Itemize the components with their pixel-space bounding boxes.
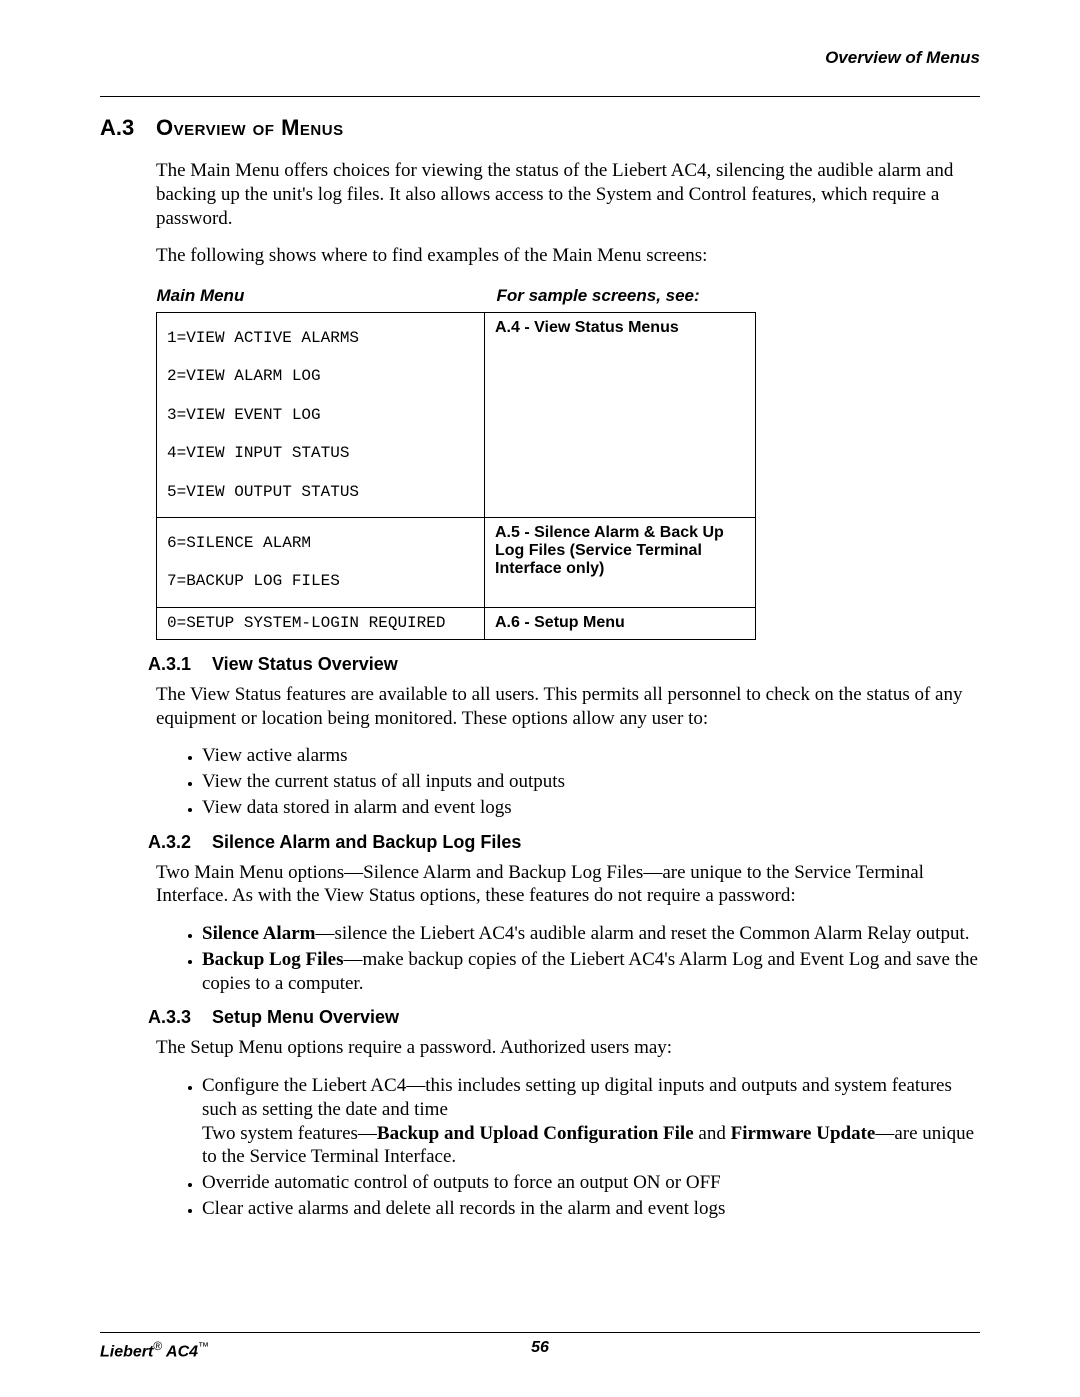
list-item: Override automatic control of outputs to… (202, 1171, 980, 1195)
menu-group-2-ref: A.5 - Silence Alarm & Back Up Log Files … (485, 517, 756, 607)
menu-item: 3=VIEW EVENT LOG (167, 396, 474, 434)
subsection-body: The Setup Menu options require a passwor… (156, 1036, 980, 1220)
menu-group-1: 1=VIEW ACTIVE ALARMS 2=VIEW ALARM LOG 3=… (157, 313, 485, 518)
subsection-title: Setup Menu Overview (212, 1007, 399, 1028)
table-header-right: For sample screens, see: (485, 282, 756, 313)
top-rule (100, 96, 980, 97)
subsection-heading: A.3.3 Setup Menu Overview (156, 1007, 980, 1028)
bold-term: Backup and Upload Configuration File (377, 1123, 694, 1144)
paragraph: Two Main Menu options—Silence Alarm and … (156, 861, 980, 909)
text: Configure the Liebert AC4—this includes … (202, 1075, 952, 1120)
bold-term: Silence Alarm (202, 923, 315, 944)
page-footer: Liebert® AC4™ 56 (100, 1332, 980, 1361)
subsection-heading: A.3.1 View Status Overview (156, 654, 980, 675)
section-title: Overview of Menus (156, 115, 344, 141)
section-heading: A.3 Overview of Menus (100, 115, 980, 141)
table-header-left: Main Menu (157, 282, 485, 313)
menu-item: 4=VIEW INPUT STATUS (167, 434, 474, 472)
subsection-title: Silence Alarm and Backup Log Files (212, 832, 521, 853)
menu-group-3: 0=SETUP SYSTEM-LOGIN REQUIRED (157, 607, 485, 639)
subsection-title: View Status Overview (212, 654, 398, 675)
menu-item: 1=VIEW ACTIVE ALARMS (167, 319, 474, 357)
text: —silence the Liebert AC4's audible alarm… (315, 923, 969, 944)
list-item: Silence Alarm—silence the Liebert AC4's … (202, 922, 980, 946)
intro-paragraph-2: The following shows where to find exampl… (156, 244, 980, 268)
list-item: View the current status of all inputs an… (202, 770, 980, 794)
subsection-heading: A.3.2 Silence Alarm and Backup Log Files (156, 832, 980, 853)
bullet-list: Configure the Liebert AC4—this includes … (156, 1074, 980, 1221)
page: Overview of Menus A.3 Overview of Menus … (0, 0, 1080, 1397)
subsection-body: The View Status features are available t… (156, 683, 980, 820)
menu-group-1-ref: A.4 - View Status Menus (485, 313, 756, 518)
running-head: Overview of Menus (100, 48, 980, 68)
list-item: Clear active alarms and delete all recor… (202, 1197, 980, 1221)
bullet-list: Silence Alarm—silence the Liebert AC4's … (156, 922, 980, 995)
bold-term: Backup Log Files (202, 949, 343, 970)
menu-group-2: 6=SILENCE ALARM 7=BACKUP LOG FILES (157, 517, 485, 607)
paragraph: The View Status features are available t… (156, 683, 980, 731)
menu-item: 7=BACKUP LOG FILES (167, 562, 474, 600)
paragraph: The Setup Menu options require a passwor… (156, 1036, 980, 1060)
list-item: Backup Log Files—make backup copies of t… (202, 948, 980, 996)
subsection-body: Two Main Menu options—Silence Alarm and … (156, 861, 980, 996)
list-item: View active alarms (202, 744, 980, 768)
menu-item: 2=VIEW ALARM LOG (167, 357, 474, 395)
footer-rule (100, 1332, 980, 1333)
list-item: Configure the Liebert AC4—this includes … (202, 1074, 980, 1169)
subsection-number: A.3.1 (148, 654, 212, 675)
section-number: A.3 (100, 115, 156, 141)
bold-term: Firmware Update (731, 1123, 876, 1144)
menu-item: 6=SILENCE ALARM (167, 524, 474, 562)
subsection-number: A.3.2 (148, 832, 212, 853)
subsection-number: A.3.3 (148, 1007, 212, 1028)
menu-item: 5=VIEW OUTPUT STATUS (167, 473, 474, 511)
page-number: 56 (100, 1339, 980, 1357)
text: and (694, 1123, 731, 1144)
main-menu-table: Main Menu For sample screens, see: 1=VIE… (156, 282, 756, 640)
text: Two system features— (202, 1123, 377, 1144)
section-body: The Main Menu offers choices for viewing… (156, 159, 980, 640)
bullet-list: View active alarms View the current stat… (156, 744, 980, 819)
intro-paragraph-1: The Main Menu offers choices for viewing… (156, 159, 980, 230)
menu-group-3-ref: A.6 - Setup Menu (485, 607, 756, 639)
list-item: View data stored in alarm and event logs (202, 796, 980, 820)
